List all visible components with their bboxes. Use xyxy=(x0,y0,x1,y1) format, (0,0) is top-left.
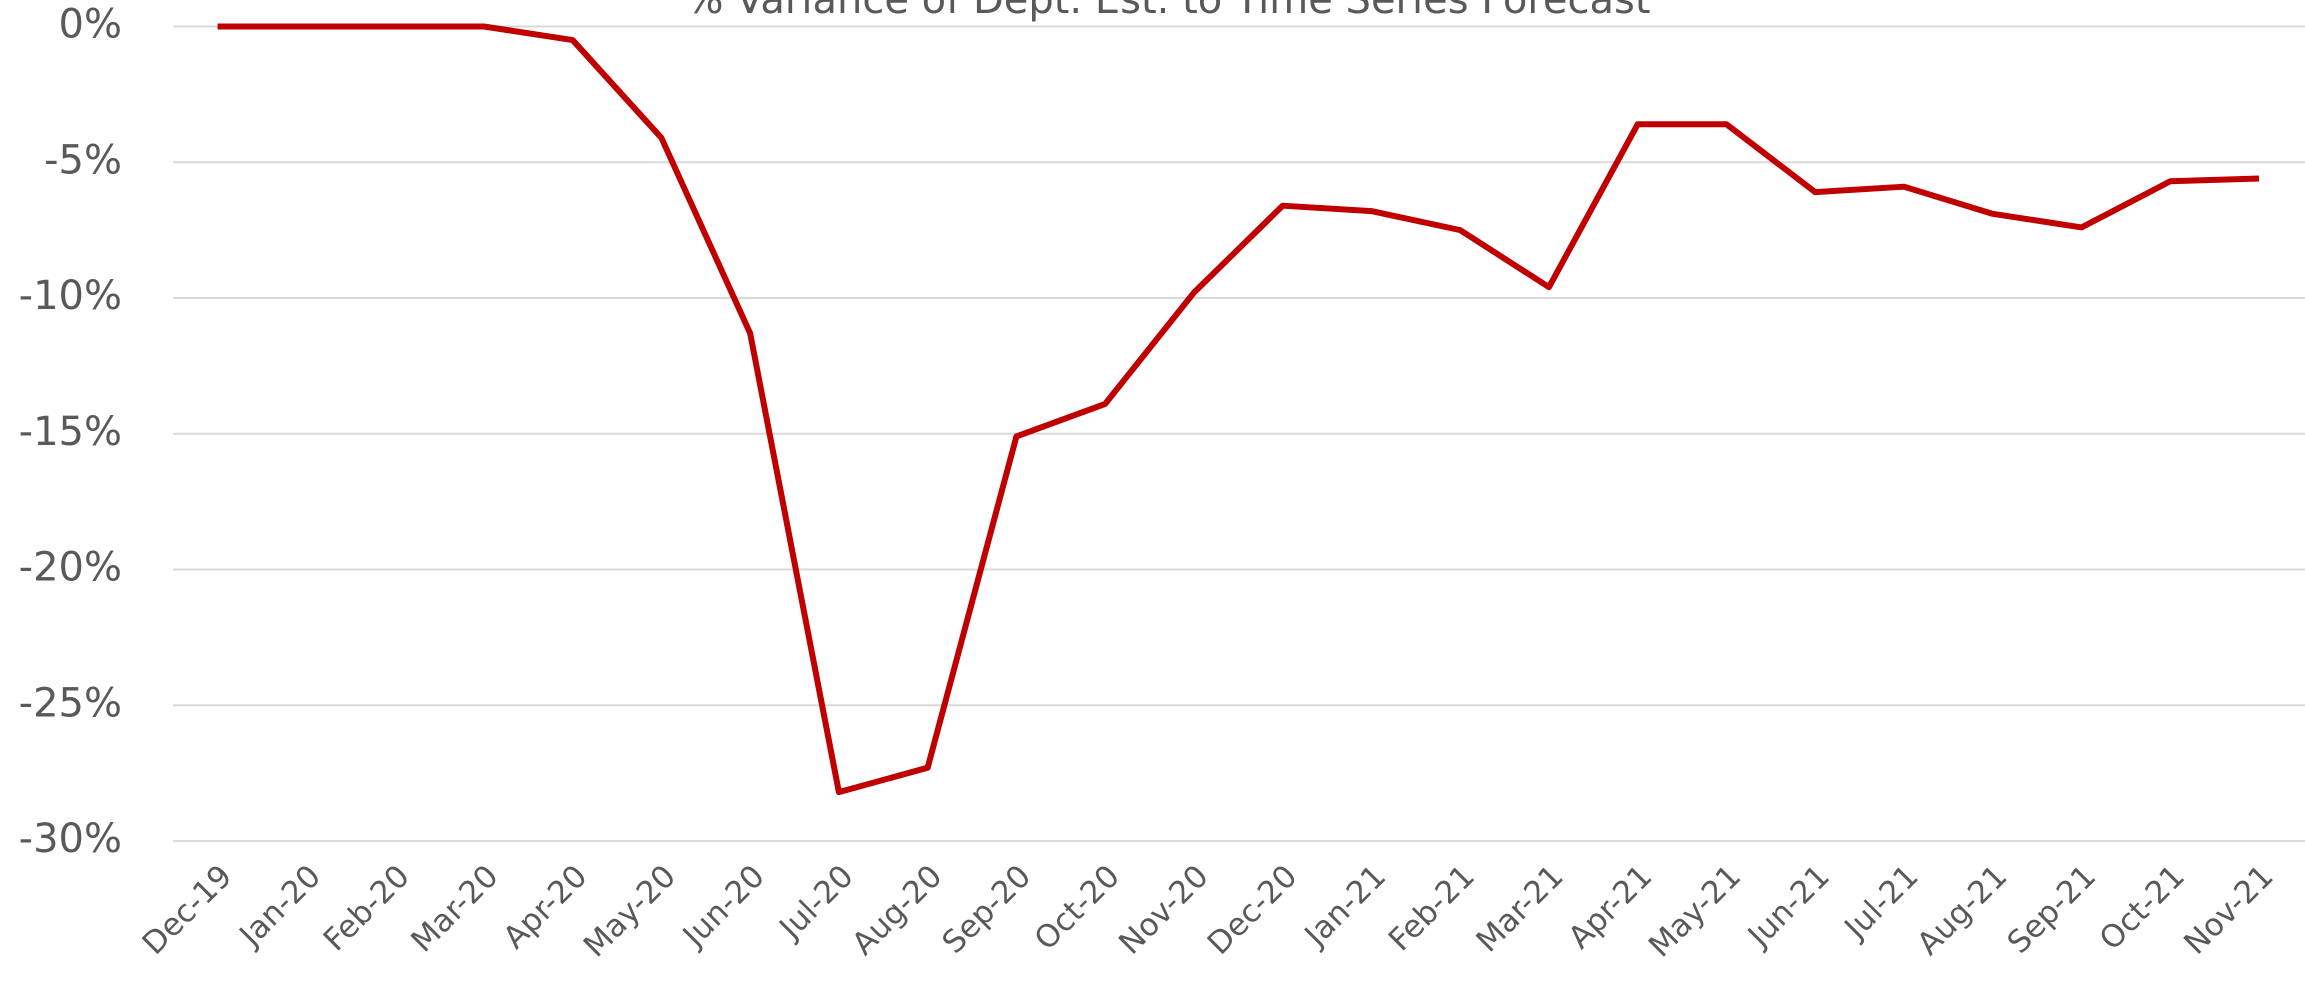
y-tick-label: -10% xyxy=(19,273,122,319)
x-tick-label: Jan-20 xyxy=(232,858,328,954)
chart-title: % Variance of Dept. Est. to Time Series … xyxy=(685,0,1650,23)
x-tick-label: Mar-20 xyxy=(404,858,505,959)
x-tick-label: Nov-21 xyxy=(2177,858,2280,961)
x-tick-label: Aug-20 xyxy=(845,858,949,962)
x-tick-label: Nov-20 xyxy=(1112,858,1215,961)
x-tick-label: May-20 xyxy=(577,858,683,964)
x-tick-label: Dec-19 xyxy=(136,858,240,962)
y-tick-label: -30% xyxy=(19,816,122,862)
x-tick-label: Feb-21 xyxy=(1382,858,1482,958)
x-tick-label: Dec-20 xyxy=(1201,858,1305,962)
x-tick-label: Oct-21 xyxy=(2093,858,2192,957)
series-line xyxy=(217,23,2260,796)
x-tick-label: Aug-21 xyxy=(1910,858,2014,962)
y-tick-label: -20% xyxy=(19,545,122,591)
x-tick-label: Feb-20 xyxy=(317,858,417,958)
y-tick-label: -15% xyxy=(19,409,122,455)
x-tick-label: Jun-20 xyxy=(675,858,772,955)
x-tick-label: Jan-21 xyxy=(1297,858,1393,954)
y-tick-label: -25% xyxy=(19,680,122,726)
x-tick-label: Sep-21 xyxy=(2001,858,2104,961)
x-tick-label: Oct-20 xyxy=(1028,858,1127,957)
y-tick-label: 0% xyxy=(59,2,122,48)
x-tick-label: May-21 xyxy=(1642,858,1748,964)
x-tick-label: Sep-20 xyxy=(936,858,1039,961)
x-tick-label: Jun-21 xyxy=(1740,858,1837,955)
y-tick-label: -5% xyxy=(44,137,122,183)
x-tick-label: Mar-21 xyxy=(1469,858,1570,959)
